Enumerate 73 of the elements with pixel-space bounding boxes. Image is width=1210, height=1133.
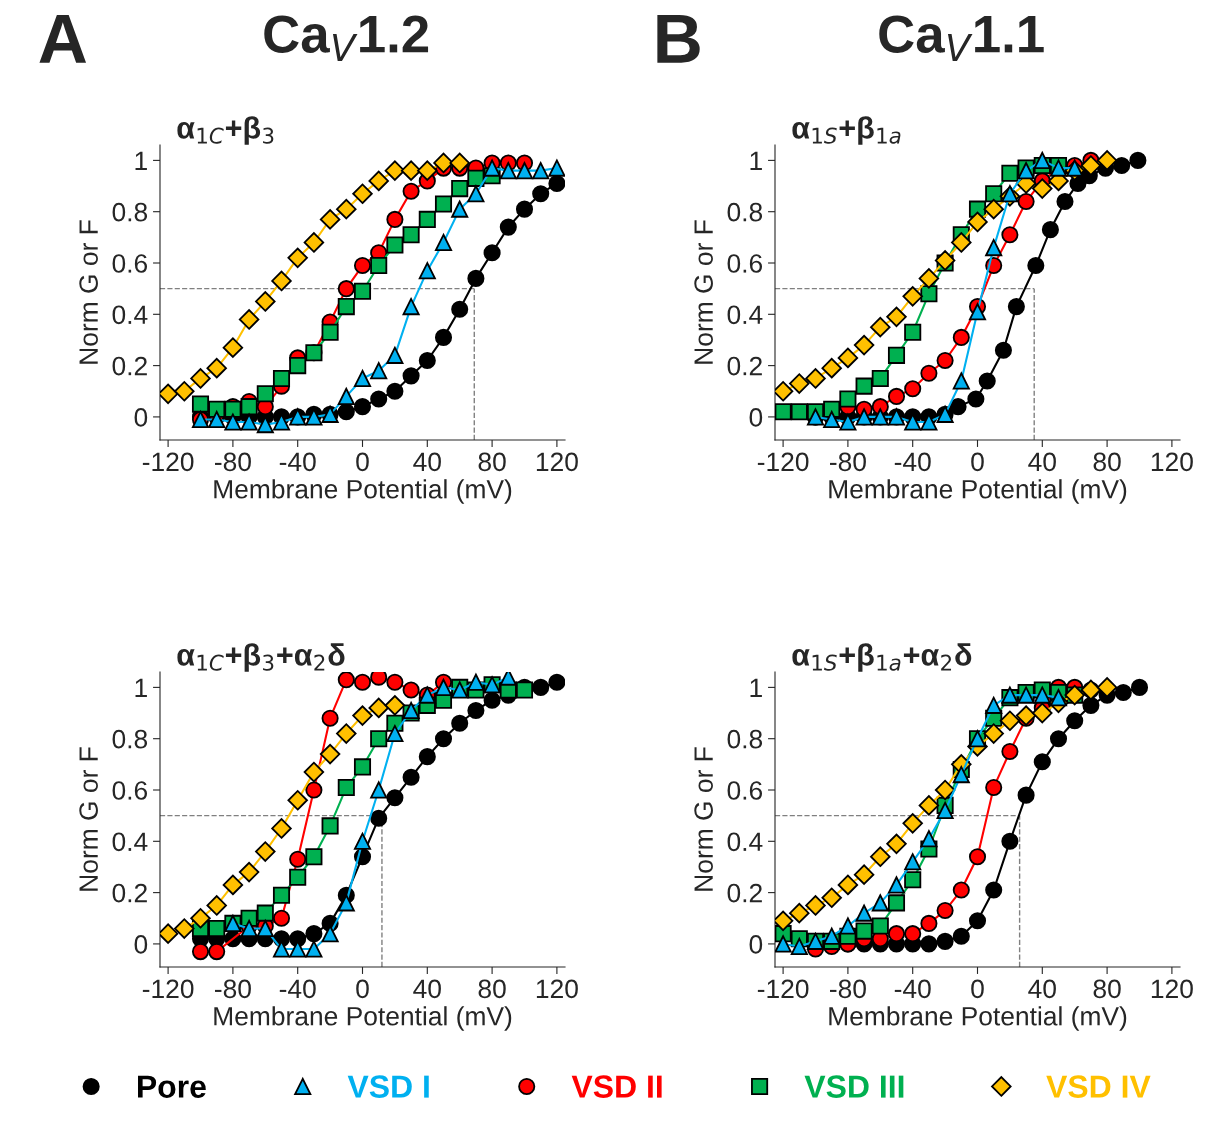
x-tick-label: 80 [1093, 979, 1121, 999]
y-tick-label: 0.8 [727, 729, 763, 749]
x-tick-label: 120 [1151, 979, 1193, 999]
y-axis-title: Norm G or F [694, 220, 713, 364]
text: B [657, 14, 700, 63]
legend-label: VSD II [571, 1075, 662, 1098]
y-tick-label: 0.2 [112, 883, 147, 903]
x-tick-label: 40 [413, 979, 441, 999]
x-tick-label: 120 [1151, 452, 1193, 472]
text: Ca$_{V}$1.2 [264, 15, 429, 62]
y-axis-title: Norm G or F [694, 747, 713, 891]
x-tick-label: -120 [142, 452, 194, 472]
x-tick-label: 0 [971, 979, 984, 999]
x-axis-title: Membrane Potential (mV) [214, 1006, 512, 1031]
y-tick-label: 0.4 [112, 305, 148, 325]
x-tick-label: -80 [830, 979, 866, 999]
x-tick-label: -40 [279, 452, 316, 472]
y-tick-label: 0.4 [727, 832, 763, 852]
x-tick-label: -120 [757, 979, 809, 999]
x-tick-label: -80 [830, 452, 866, 472]
x-tick-label: 120 [536, 452, 578, 472]
y-tick-label: 0.6 [727, 254, 763, 273]
x-tick-label: -40 [279, 979, 316, 999]
x-axis-title: Membrane Potential (mV) [214, 479, 512, 504]
x-tick-label: 0 [356, 452, 369, 472]
y-tick-label: 0 [134, 408, 148, 427]
x-tick-label: -80 [215, 452, 251, 472]
text: Ca$_{V}$1.1 [879, 15, 1044, 62]
y-tick-label: 0.2 [112, 356, 147, 376]
x-tick-label: -120 [142, 979, 194, 999]
legend-label: VSD III [804, 1075, 904, 1098]
y-tick-label: 0.6 [727, 781, 763, 800]
y-tick-label: 0.4 [727, 305, 763, 325]
y-tick-label: 0 [134, 935, 148, 954]
y-axis-title: Norm G or F [79, 220, 98, 364]
legend-label: VSD I [347, 1075, 429, 1098]
x-axis-title: Membrane Potential (mV) [829, 479, 1127, 504]
y-tick-label: 1 [750, 678, 762, 697]
y-tick-label: 0.4 [112, 832, 148, 852]
x-tick-label: 80 [1093, 452, 1121, 472]
y-tick-label: 0.6 [112, 781, 148, 800]
x-tick-label: 0 [356, 979, 369, 999]
y-tick-label: 0.8 [112, 202, 148, 222]
chart-title: α$_{1S}$+β$_{1a}$+α$_{2}$δ [792, 643, 972, 672]
x-tick-label: 40 [1028, 979, 1056, 999]
x-tick-label: 0 [971, 452, 984, 472]
x-tick-label: 120 [536, 979, 578, 999]
x-tick-label: -40 [894, 979, 931, 999]
y-tick-label: 1 [750, 151, 762, 170]
x-axis-title: Membrane Potential (mV) [829, 1006, 1127, 1031]
text: A [39, 14, 87, 63]
y-tick-label: 0.2 [727, 356, 762, 376]
x-tick-label: -80 [215, 979, 251, 999]
x-tick-label: -40 [894, 452, 931, 472]
x-tick-label: 80 [478, 452, 506, 472]
x-tick-label: 40 [413, 452, 441, 472]
y-tick-label: 0.6 [112, 254, 148, 273]
y-tick-label: 0.2 [727, 883, 762, 903]
legend-label: VSD IV [1046, 1075, 1151, 1098]
x-tick-label: 40 [1028, 452, 1056, 472]
y-tick-label: 0 [749, 408, 763, 427]
y-tick-label: 1 [135, 151, 147, 170]
chart-title: α$_{1C}$+β$_{3}$ [177, 116, 274, 145]
y-axis-title: Norm G or F [79, 747, 98, 891]
legend-label: Pore [138, 1075, 206, 1098]
y-tick-label: 0.8 [727, 202, 763, 222]
x-tick-label: -120 [757, 452, 809, 472]
x-tick-label: 80 [478, 979, 506, 999]
chart-title: α$_{1S}$+β$_{1a}$ [792, 116, 901, 145]
y-tick-label: 1 [135, 678, 147, 697]
y-tick-label: 0.8 [112, 729, 148, 749]
y-tick-label: 0 [749, 935, 763, 954]
chart-title: α$_{1C}$+β$_{3}$+α$_{2}$δ [177, 643, 345, 672]
